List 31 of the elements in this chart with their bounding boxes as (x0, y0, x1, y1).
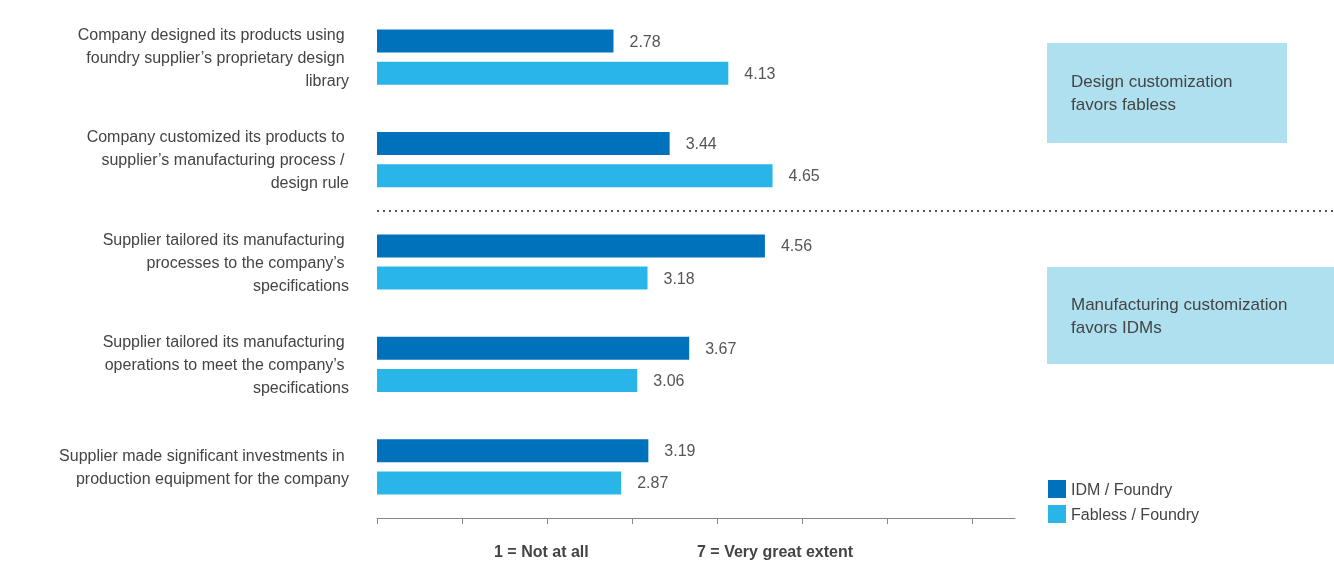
data-label: 3.44 (685, 135, 717, 152)
bar (377, 369, 638, 392)
text: 1 = Not at all (494, 543, 589, 561)
data-label: 3.67 (705, 339, 737, 357)
text: Design customization favors fabless (1047, 43, 1287, 143)
data-label: 4.13 (744, 64, 776, 82)
bar (377, 132, 670, 155)
data-label: 2.78 (629, 32, 661, 50)
bar (377, 336, 690, 360)
bar (377, 234, 765, 258)
y-tick-label: Company designed its products using foundry supplier’s proprietary design library (77, 25, 349, 89)
bar (377, 164, 773, 188)
bar (377, 29, 614, 53)
bar (377, 439, 649, 463)
data-label: 4.65 (788, 167, 820, 185)
y-tick-label: Supplier tailored its manufacturing operations to meet the company’s specifications (102, 332, 349, 396)
bar (377, 61, 729, 85)
text: 7 = Very great extent (697, 543, 854, 561)
y-tick-label: Supplier tailored its manufacturing processes to the company’s specifications (102, 230, 349, 294)
data-label: 3.19 (664, 442, 696, 460)
legend-label: Fabless / Foundry (1071, 505, 1200, 523)
data-label: 4.56 (780, 237, 813, 255)
text: Manufacturing customization favors IDMs (1047, 267, 1334, 364)
legend-label: IDM / Foundry (1071, 480, 1173, 498)
data-label: 3.18 (663, 269, 695, 287)
bar (377, 266, 648, 290)
data-label: 3.06 (653, 372, 685, 389)
y-tick-label: Company customized its products to supplier’s manufacturing process / design rule (86, 128, 350, 192)
y-tick-label: Supplier made significant investments in production equipment for the company (59, 446, 349, 487)
data-label: 2.87 (637, 474, 669, 492)
bar (377, 471, 622, 495)
